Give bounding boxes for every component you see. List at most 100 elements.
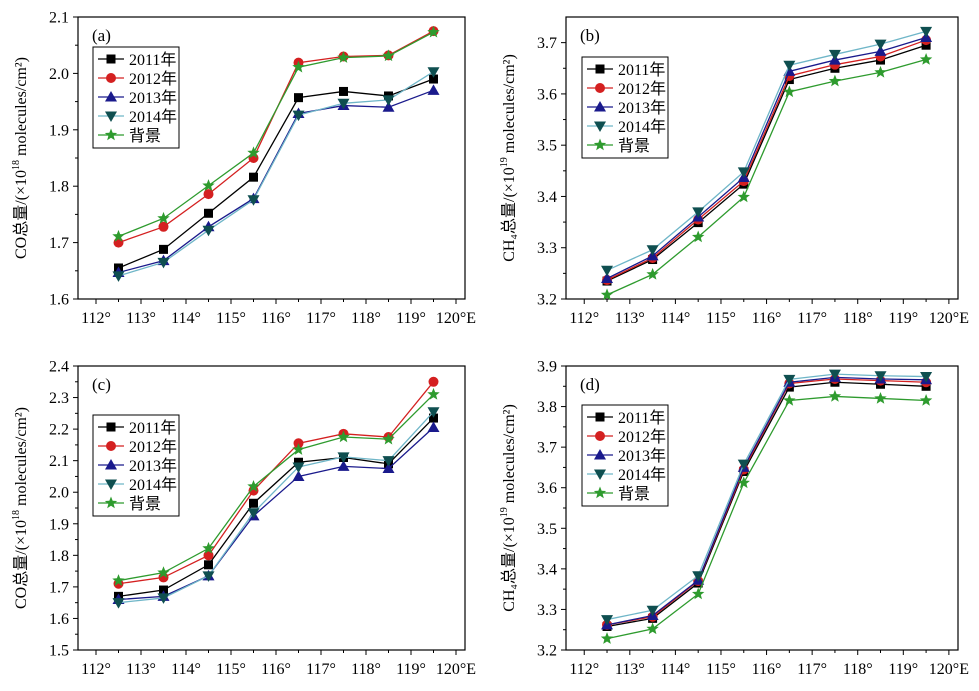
legend-marker (105, 91, 117, 102)
data-point (427, 67, 440, 78)
y-tick-label: 3.9 (537, 359, 557, 376)
data-point (382, 95, 395, 106)
data-point (921, 40, 931, 50)
legend-marker (106, 422, 116, 432)
data-point (112, 598, 125, 609)
y-tick-label: 1.7 (49, 235, 69, 252)
x-tick-label: 119° (396, 661, 426, 678)
data-point (292, 470, 305, 481)
plot-frame (565, 16, 959, 300)
legend-label: 2011年 (129, 419, 176, 437)
y-tick-label: 1.9 (49, 122, 69, 139)
legend-marker (595, 64, 605, 74)
legend-marker (595, 431, 605, 441)
data-point (646, 622, 659, 635)
series-line (118, 78, 434, 269)
data-point (874, 391, 887, 404)
legend-marker (106, 54, 116, 64)
y-axis-label-main: CO总量/(×10 (12, 520, 30, 609)
panel-label: (d) (580, 375, 600, 394)
data-point (427, 387, 440, 400)
y-tick-label: 1.6 (49, 292, 69, 309)
data-point (737, 167, 750, 178)
legend-label: 背景 (618, 137, 650, 155)
legend-marker (595, 83, 605, 93)
y-tick-label: 3.3 (537, 240, 557, 257)
x-tick-label: 117° (306, 661, 336, 678)
x-tick-label: 118° (351, 310, 381, 327)
data-point (157, 566, 170, 578)
data-point (783, 85, 796, 98)
data-point (112, 271, 125, 282)
data-point (247, 146, 260, 159)
x-tick-label: 113° (615, 661, 645, 678)
y-tick-label: 3.7 (537, 440, 557, 457)
y-tick-label: 3.6 (537, 480, 557, 497)
data-point (874, 371, 887, 382)
legend-marker (594, 449, 606, 460)
data-point (202, 571, 215, 582)
x-tick-label: 117° (797, 310, 827, 327)
data-point (157, 211, 170, 224)
x-tick-label: 116° (752, 310, 782, 327)
series-line (606, 44, 927, 282)
x-tick-label: 115° (216, 661, 246, 678)
y-tick-label: 3.4 (537, 561, 557, 578)
series-line (118, 31, 434, 238)
x-tick-label: 118° (843, 661, 873, 678)
data-point (249, 498, 258, 508)
data-point (692, 207, 705, 218)
data-point (292, 443, 305, 455)
legend-label: 2013年 (129, 457, 177, 475)
x-tick-label: 112° (81, 310, 111, 327)
y-tick-label: 3.2 (537, 292, 557, 309)
data-point (204, 208, 213, 218)
y-axis-label-main: CH₄总量/(×10 (500, 167, 518, 262)
legend-label: 2013年 (618, 447, 666, 465)
series-5 (600, 389, 933, 644)
data-point (427, 84, 440, 95)
series-4 (112, 67, 440, 282)
data-point (292, 462, 305, 473)
data-point (600, 632, 614, 644)
x-tick-label: 115° (706, 310, 736, 327)
series-line (118, 411, 434, 604)
x-tick-label: 113° (615, 310, 645, 327)
data-point (646, 267, 659, 280)
legend-marker (106, 441, 116, 451)
data-point (737, 476, 750, 489)
y-tick-label: 2.2 (49, 422, 69, 439)
data-point (159, 585, 168, 595)
data-point (601, 265, 614, 277)
series-line (606, 378, 927, 626)
y-tick-label: 3.4 (537, 189, 557, 206)
data-point (828, 389, 842, 402)
y-tick-label: 3.7 (537, 35, 557, 52)
legend-label: 2014年 (618, 118, 666, 136)
data-point (429, 74, 438, 84)
y-tick-label: 2.1 (49, 10, 69, 27)
legend-label: 2012年 (129, 70, 177, 88)
y-axis-label-exponent: 18 (11, 160, 22, 170)
x-tick-label: 112° (569, 661, 599, 678)
x-tick-label: 120°E (929, 661, 969, 678)
data-point (919, 53, 933, 65)
series-4 (601, 369, 933, 626)
data-point (828, 74, 842, 87)
series-5 (112, 387, 440, 586)
y-tick-label: 2.4 (49, 359, 69, 376)
data-point (157, 593, 170, 604)
legend-label: 2011年 (618, 409, 665, 427)
data-point (427, 25, 440, 38)
y-axis-label-exponent: 19 (499, 157, 510, 167)
legend-label: 2012年 (618, 428, 666, 446)
data-point (337, 430, 350, 443)
x-tick-label: 114° (171, 310, 201, 327)
data-point (292, 110, 305, 122)
data-point (382, 49, 395, 62)
x-tick-label: 119° (888, 661, 918, 678)
data-point (292, 60, 305, 73)
